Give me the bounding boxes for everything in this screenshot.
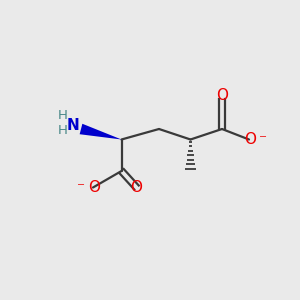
Text: O: O [130, 180, 142, 195]
Text: ⁻: ⁻ [260, 132, 267, 147]
Text: H: H [58, 109, 68, 122]
Text: O: O [88, 180, 100, 195]
Polygon shape [80, 124, 122, 140]
Text: O: O [216, 88, 228, 104]
Text: N: N [67, 118, 80, 134]
Text: O: O [244, 132, 256, 147]
Text: H: H [58, 124, 68, 137]
Text: ⁻: ⁻ [77, 180, 85, 195]
